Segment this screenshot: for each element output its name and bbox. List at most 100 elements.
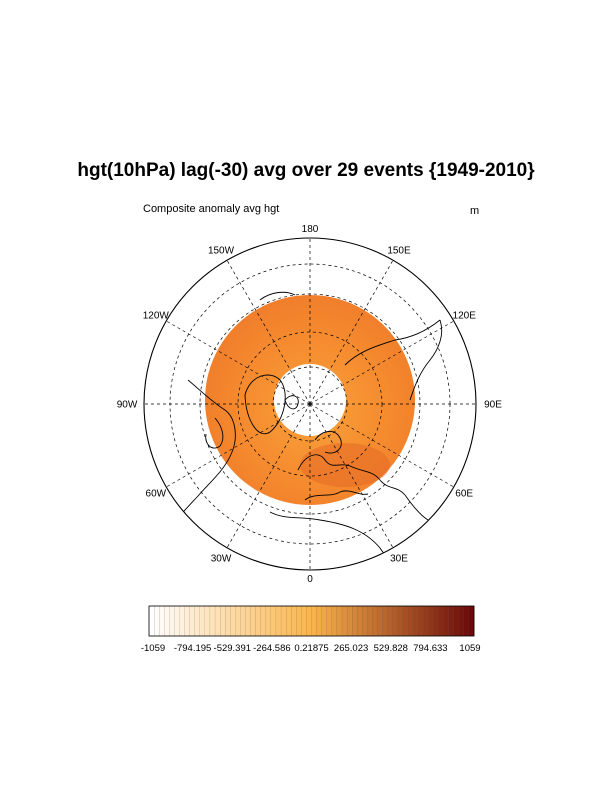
- colorbar-box: [235, 605, 241, 637]
- anomaly-field: [204, 295, 415, 505]
- colorbar-box: [372, 605, 378, 637]
- colorbar-box: [164, 605, 170, 637]
- longitude-label: 0: [307, 574, 313, 585]
- coastline-scandinavia: [314, 431, 342, 454]
- colorbar-box: [336, 605, 343, 637]
- colorbar-box: [260, 605, 267, 637]
- colorbar-frame: [148, 605, 475, 637]
- colorbar-box: [214, 605, 221, 637]
- longitude-label: 120E: [453, 311, 477, 322]
- colorbar-box: [245, 605, 251, 637]
- colorbar-box: [169, 605, 175, 637]
- colorbar-box: [352, 605, 358, 637]
- colorbar-box: [291, 605, 297, 637]
- coastline-arctic-islands: [284, 395, 299, 410]
- colorbar-box: [316, 605, 323, 637]
- colorbar-label: 794.633: [413, 643, 447, 654]
- longitude-label: 90W: [117, 400, 138, 411]
- coastline-europe: [297, 454, 406, 496]
- colorbar-label: -794.195: [174, 643, 212, 654]
- colorbar-box: [453, 605, 460, 637]
- colorbar-box: [296, 605, 302, 637]
- colorbar-label: -264.586: [253, 643, 291, 654]
- colorbar-box: [199, 605, 206, 637]
- colorbar-box: [270, 605, 277, 637]
- coastline-asia-north: [344, 319, 441, 366]
- colorbar-box: [346, 605, 353, 637]
- colorbar-box: [189, 605, 196, 637]
- colorbar-label: 0.21875: [294, 643, 328, 654]
- colorbar-box: [250, 605, 257, 637]
- colorbar-box: [412, 605, 419, 637]
- colorbar-box: [159, 605, 165, 637]
- colorbar-box: [433, 605, 439, 637]
- coastline-india: [404, 494, 429, 521]
- colorbar-label: 529.828: [374, 643, 408, 654]
- colorbar-box: [301, 605, 307, 637]
- colorbar-label: 265.023: [334, 643, 368, 654]
- longitude-label: 120W: [143, 311, 170, 322]
- colorbar-box: [362, 605, 368, 637]
- colorbar-box: [209, 605, 216, 637]
- colorbar-box: [463, 605, 470, 637]
- meridian-line: [309, 403, 394, 548]
- colorbar-labels: -1059 -794.195 -529.391 -264.586 0.21875 265.…: [141, 643, 481, 654]
- colorbar-label: -529.391: [214, 643, 252, 654]
- colorbar-box: [179, 605, 185, 637]
- colorbar-box: [392, 605, 399, 637]
- colorbar-box: [418, 605, 424, 637]
- colorbar-box: [154, 605, 160, 637]
- colorbar-box: [230, 605, 236, 637]
- meridian-line: [166, 403, 311, 488]
- longitude-label: 90E: [484, 400, 502, 411]
- meridian-line: [309, 320, 454, 405]
- longitude-label: 180: [302, 224, 319, 235]
- colorbar-box: [357, 605, 363, 637]
- colorbar-box: [382, 605, 389, 637]
- colorbar-label: -1059: [141, 643, 165, 654]
- meridian-line: [309, 403, 454, 488]
- units-label: m: [470, 205, 480, 217]
- colorbar-box: [402, 605, 409, 637]
- longitude-label: 60W: [146, 489, 167, 500]
- colorbar-box: [286, 605, 292, 637]
- plot-title: hgt(10hPa) lag(-30) avg over 29 events {…: [77, 160, 535, 181]
- longitude-label: 150W: [208, 245, 235, 256]
- colorbar-box: [321, 605, 328, 637]
- colorbar-box: [341, 605, 348, 637]
- colorbar-box: [311, 605, 317, 637]
- colorbar-box: [255, 605, 262, 637]
- colorbar-box: [194, 605, 201, 637]
- colorbar-box: [423, 605, 429, 637]
- coastline-alaska: [259, 291, 296, 301]
- coastline-asia-east: [409, 319, 443, 401]
- coastline-africa: [269, 511, 399, 570]
- colorbar-label: 1059: [459, 643, 480, 654]
- graticule: [144, 238, 476, 570]
- colorbar-box: [407, 605, 414, 637]
- meridian-lines: [144, 238, 476, 570]
- colorbar-box: [280, 605, 287, 637]
- colorbar-box: [331, 605, 338, 637]
- coastline-mediterranean: [304, 490, 369, 501]
- meridian-line: [226, 260, 311, 405]
- map-border: [143, 237, 477, 571]
- longitude-label: 60E: [455, 489, 473, 500]
- colorbar-box: [225, 605, 231, 637]
- longitude-label: 150E: [387, 245, 411, 256]
- colorbar-box: [174, 605, 180, 637]
- meridian-line: [226, 403, 311, 548]
- longitude-labels: 180 150E 120E 90E 60E 30E 0 30W 60W 90W 120W 150W: [117, 224, 503, 585]
- colorbar-box: [448, 605, 455, 637]
- meridian-line: [166, 320, 311, 405]
- colorbar-box: [367, 605, 373, 637]
- colorbar-box: [377, 605, 383, 637]
- colorbar-box: [428, 605, 434, 637]
- plot-subtitle: Composite anomaly avg hgt: [143, 203, 280, 215]
- longitude-label: 30W: [211, 554, 232, 565]
- colorbar-box: [265, 605, 272, 637]
- colorbar-box: [387, 605, 394, 637]
- coastline-greenland: [244, 374, 286, 435]
- colorbar-box: [397, 605, 404, 637]
